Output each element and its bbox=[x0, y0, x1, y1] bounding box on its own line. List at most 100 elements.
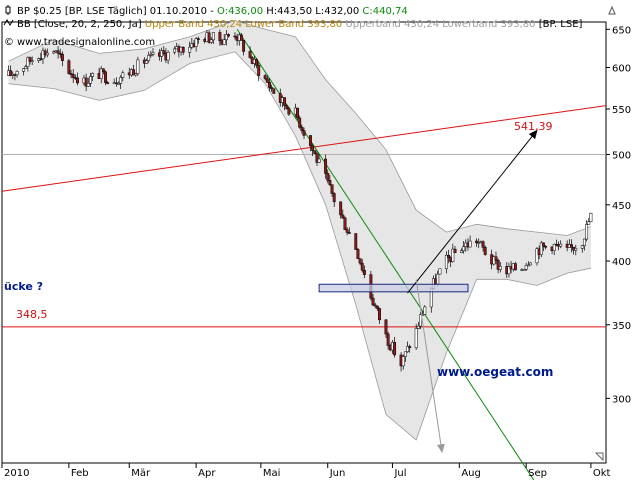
red-trendline bbox=[1, 105, 607, 192]
candle-body bbox=[9, 70, 13, 76]
candle bbox=[529, 262, 532, 266]
scroll-up-icon[interactable] bbox=[608, 5, 616, 15]
candle-body bbox=[302, 130, 306, 136]
candle-body bbox=[45, 52, 49, 56]
candle-body bbox=[423, 306, 427, 315]
candle-body bbox=[15, 71, 19, 76]
candle-body bbox=[242, 40, 246, 52]
candle-body bbox=[481, 241, 485, 248]
candle-body bbox=[181, 46, 185, 53]
legend-line-2: BB [Close, 20, 2, 250, Ja] Upper Band 43… bbox=[17, 19, 583, 30]
candle bbox=[84, 73, 88, 92]
candle-body bbox=[453, 248, 457, 253]
candle bbox=[360, 258, 364, 273]
candle-body bbox=[56, 50, 60, 54]
candle bbox=[339, 201, 343, 219]
candle-body bbox=[298, 117, 302, 128]
candle bbox=[132, 64, 136, 76]
candle-body bbox=[507, 266, 511, 275]
candle bbox=[507, 262, 511, 278]
candle-body bbox=[86, 83, 90, 87]
candle bbox=[283, 97, 287, 111]
candle-body bbox=[136, 59, 140, 74]
candle bbox=[272, 88, 276, 95]
candle bbox=[263, 73, 267, 81]
candle-body bbox=[147, 54, 151, 61]
candle bbox=[285, 104, 289, 110]
scroll-down-icon[interactable] bbox=[594, 452, 604, 462]
x-tick-label: Mär bbox=[131, 468, 151, 479]
candle-body bbox=[255, 59, 258, 66]
candle bbox=[255, 58, 258, 69]
x-tick-label: Okt bbox=[593, 468, 611, 479]
x-tick-label: Sep bbox=[528, 468, 547, 479]
candle bbox=[218, 29, 222, 46]
candle bbox=[145, 58, 148, 64]
candle-body bbox=[438, 268, 442, 275]
candle bbox=[121, 70, 125, 82]
candle bbox=[257, 61, 261, 81]
candle bbox=[194, 37, 198, 52]
candle-body bbox=[460, 250, 463, 253]
candle bbox=[524, 262, 528, 272]
candle bbox=[207, 30, 211, 44]
candle bbox=[309, 135, 312, 152]
candle-body bbox=[477, 242, 481, 244]
y-tick-label: 650 bbox=[612, 25, 631, 36]
candle-body bbox=[345, 229, 349, 233]
candle bbox=[345, 227, 349, 236]
candle bbox=[326, 169, 330, 184]
candle bbox=[209, 37, 213, 45]
candle-body bbox=[343, 217, 347, 230]
candle-body bbox=[224, 34, 228, 41]
candle-body bbox=[151, 52, 155, 55]
candle-body bbox=[315, 153, 319, 163]
candle-body bbox=[328, 180, 332, 185]
y-axis: 650 600 550 500 450 400 350 300 bbox=[606, 25, 631, 405]
candle-body bbox=[317, 158, 321, 163]
candle-body bbox=[39, 58, 43, 60]
candle bbox=[324, 154, 328, 179]
candle-body bbox=[58, 53, 62, 55]
candle-body bbox=[166, 51, 170, 61]
candle bbox=[438, 268, 442, 275]
candle-body bbox=[145, 60, 148, 64]
candle-body bbox=[522, 269, 526, 271]
candle bbox=[181, 46, 185, 56]
candle bbox=[60, 51, 64, 67]
candle bbox=[45, 48, 49, 58]
candle-body bbox=[207, 32, 211, 43]
legend-symbol: BP $0.25 [BP. LSE Täglich] 01.10.2010 - bbox=[17, 6, 217, 17]
arrow-down bbox=[415, 279, 445, 454]
candle bbox=[86, 77, 90, 87]
candle-body bbox=[354, 233, 358, 250]
candle-body bbox=[419, 314, 422, 327]
candle bbox=[343, 216, 347, 230]
candle-body bbox=[539, 242, 543, 255]
legend-upperband-2: Upperband 430,24 bbox=[342, 19, 439, 30]
candle-body bbox=[384, 319, 388, 335]
candle-body bbox=[188, 46, 192, 53]
legend-high-low: H:443,50 L:432,00 bbox=[263, 6, 359, 17]
x-tick-label: Feb bbox=[71, 468, 89, 479]
candle bbox=[378, 307, 381, 325]
candle bbox=[371, 293, 375, 307]
candle-body bbox=[559, 243, 563, 247]
candle-body bbox=[283, 97, 287, 106]
candle bbox=[401, 354, 405, 370]
drawings bbox=[318, 129, 538, 454]
candle-body bbox=[332, 193, 336, 203]
candle-body bbox=[393, 342, 397, 356]
y-tick-label: 300 bbox=[612, 394, 631, 405]
candle bbox=[134, 72, 138, 77]
legend-line-1: BP $0.25 [BP. LSE Täglich] 01.10.2010 - … bbox=[17, 6, 408, 17]
candle-body bbox=[475, 240, 479, 244]
candle-body bbox=[121, 72, 125, 78]
y-tick-label: 400 bbox=[612, 257, 631, 268]
candle-body bbox=[71, 74, 75, 78]
candle-body bbox=[270, 87, 274, 89]
candle-body bbox=[287, 108, 291, 115]
website-watermark: www.oegeat.com bbox=[437, 365, 553, 379]
candle bbox=[416, 321, 420, 330]
candle bbox=[106, 80, 110, 85]
